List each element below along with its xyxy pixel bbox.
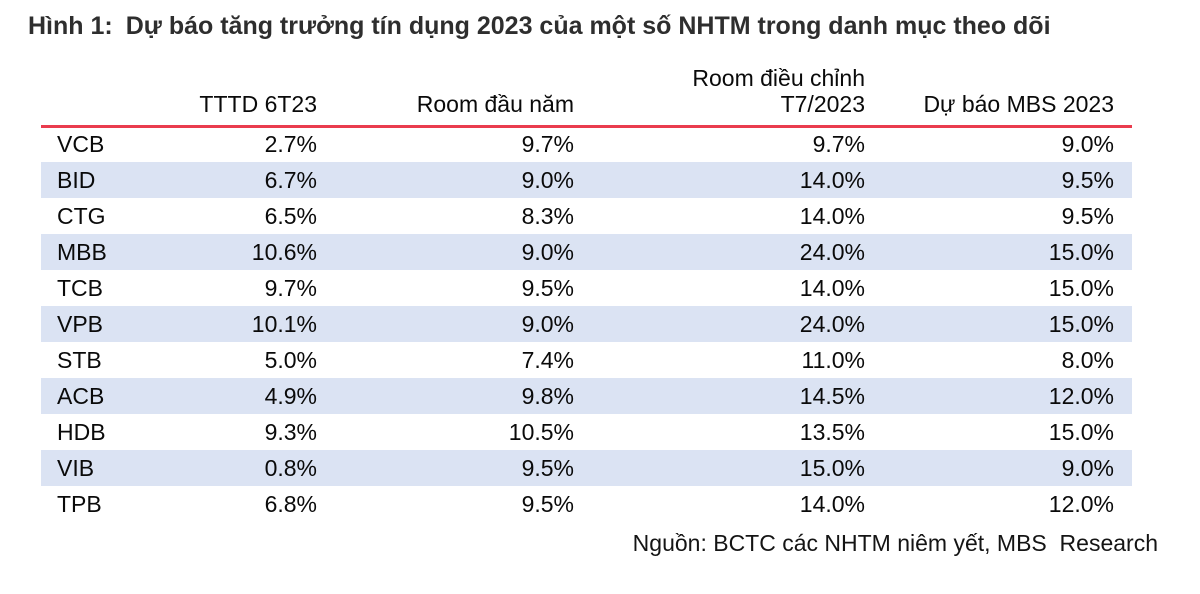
table-header: TTTD 6T23 Room đầu năm Room điều chỉnh T7… [41,60,1132,128]
room-dieu-chinh-cell: 24.0% [799,238,865,265]
du-bao-mbs-cell: 15.0% [1048,310,1114,337]
du-bao-mbs-cell: 15.0% [1048,274,1114,301]
table-row: HDB 9.3% 10.5% 13.5% 15.0% [41,414,1132,450]
header-row: TTTD 6T23 Room đầu năm Room điều chỉnh T7… [41,60,1132,128]
table-row: BID 6.7% 9.0% 14.0% 9.5% [41,162,1132,198]
room-dau-nam-cell: 9.5% [521,274,574,301]
room-dieu-chinh-cell: 11.0% [801,346,865,373]
source-note: Nguồn: BCTC các NHTM niêm yết, MBS Resea… [632,530,1158,556]
tttd-6t23-cell: 10.1% [251,310,317,337]
bank-ticker-cell: VCB [57,131,105,158]
room-dieu-chinh-cell: 24.0% [799,310,865,337]
room-dau-nam-cell: 9.8% [521,382,574,409]
du-bao-mbs-cell: 9.0% [1061,131,1114,158]
bank-ticker-cell: ACB [57,382,105,409]
col-header-room-dieu-chinh-line2: T7/2023 [780,90,865,117]
col-header-room-dieu-chinh: Room điều chỉnh T7/2023 [576,60,867,128]
tttd-6t23-cell: 10.6% [251,238,317,265]
table-row: VIB 0.8% 9.5% 15.0% 9.0% [41,450,1132,486]
col-header-tttd-6t23: TTTD 6T23 [149,60,319,128]
bank-ticker-cell: CTG [57,202,106,229]
table-row: TPB 6.8% 9.5% 14.0% 12.0% [41,486,1132,522]
bank-ticker-cell: VIB [57,454,95,481]
room-dieu-chinh-cell: 13.5% [799,418,865,445]
room-dau-nam-cell: 9.0% [521,310,574,337]
table-row: STB 5.0% 7.4% 11.0% 8.0% [41,342,1132,378]
room-dau-nam-cell: 9.7% [521,131,574,158]
room-dieu-chinh-cell: 14.0% [799,274,865,301]
tttd-6t23-cell: 0.8% [264,454,317,481]
col-header-room-dieu-chinh-line1: Room điều chỉnh [692,64,865,91]
du-bao-mbs-cell: 9.5% [1061,202,1114,229]
du-bao-mbs-cell: 12.0% [1048,382,1114,409]
tttd-6t23-cell: 6.8% [264,490,317,517]
room-dieu-chinh-cell: 14.5% [799,382,865,409]
table-row: TCB 9.7% 9.5% 14.0% 15.0% [41,270,1132,306]
du-bao-mbs-cell: 8.0% [1061,346,1114,373]
du-bao-mbs-cell: 15.0% [1048,238,1114,265]
room-dieu-chinh-cell: 14.0% [799,202,865,229]
room-dau-nam-cell: 8.3% [521,202,574,229]
du-bao-mbs-cell: 9.5% [1061,166,1114,193]
figure-label: Hình 1: [28,12,113,40]
credit-growth-table: TTTD 6T23 Room đầu năm Room điều chỉnh T7… [41,60,1132,522]
table-row: CTG 6.5% 8.3% 14.0% 9.5% [41,198,1132,234]
table-row: ACB 4.9% 9.8% 14.5% 12.0% [41,378,1132,414]
du-bao-mbs-cell: 12.0% [1048,490,1114,517]
credit-growth-table-wrap: TTTD 6T23 Room đầu năm Room điều chỉnh T7… [41,60,1132,522]
table-row: VPB 10.1% 9.0% 24.0% 15.0% [41,306,1132,342]
figure-title: Hình 1: Dự báo tăng trưởng tín dụng 2023 … [28,12,1051,41]
tttd-6t23-cell: 9.7% [264,274,317,301]
figure-title-text: Dự báo tăng trưởng tín dụng 2023 của một… [125,12,1051,40]
tttd-6t23-cell: 9.3% [264,418,317,445]
table-row: VCB 2.7% 9.7% 9.7% 9.0% [41,126,1132,162]
table-body: VCB 2.7% 9.7% 9.7% 9.0% BID 6.7% 9.0% 14… [41,126,1132,522]
col-header-du-bao-mbs-2023: Dự báo MBS 2023 [867,60,1132,128]
bank-ticker-cell: STB [57,346,102,373]
room-dau-nam-cell: 9.0% [521,238,574,265]
table-row: MBB 10.6% 9.0% 24.0% 15.0% [41,234,1132,270]
room-dau-nam-cell: 10.5% [508,418,574,445]
tttd-6t23-cell: 4.9% [264,382,317,409]
room-dieu-chinh-cell: 15.0% [799,454,865,481]
col-header-bank [41,60,149,128]
bank-ticker-cell: VPB [57,310,104,337]
room-dieu-chinh-cell: 14.0% [799,490,865,517]
room-dau-nam-cell: 7.4% [521,346,574,373]
room-dau-nam-cell: 9.5% [521,454,574,481]
room-dau-nam-cell: 9.0% [521,166,574,193]
bank-ticker-cell: TPB [57,490,102,517]
bank-ticker-cell: MBB [57,238,107,265]
du-bao-mbs-cell: 9.0% [1061,454,1114,481]
tttd-6t23-cell: 5.0% [264,346,317,373]
du-bao-mbs-cell: 15.0% [1048,418,1114,445]
col-header-room-dau-nam: Room đầu năm [319,60,576,128]
tttd-6t23-cell: 6.7% [264,166,317,193]
tttd-6t23-cell: 2.7% [264,131,317,158]
tttd-6t23-cell: 6.5% [264,202,317,229]
bank-ticker-cell: BID [57,166,96,193]
bank-ticker-cell: TCB [57,274,103,301]
bank-ticker-cell: HDB [57,418,106,445]
room-dieu-chinh-cell: 9.7% [812,131,865,158]
room-dau-nam-cell: 9.5% [521,490,574,517]
room-dieu-chinh-cell: 14.0% [799,166,865,193]
